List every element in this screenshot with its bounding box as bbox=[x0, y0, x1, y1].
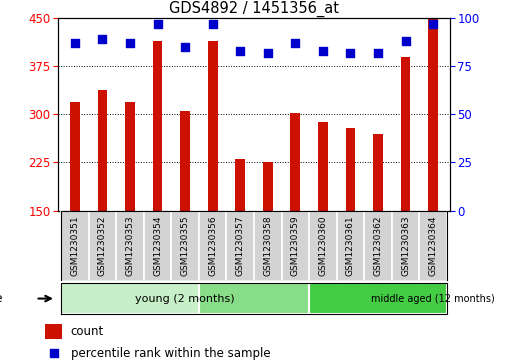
Point bbox=[319, 48, 327, 54]
Text: GSM1230358: GSM1230358 bbox=[263, 216, 272, 276]
Point bbox=[50, 351, 57, 356]
Bar bbox=[392, 211, 419, 281]
Text: GSM1230352: GSM1230352 bbox=[98, 216, 107, 276]
Bar bbox=[61, 211, 89, 281]
Bar bbox=[116, 211, 144, 281]
Bar bbox=[281, 211, 309, 281]
Text: GSM1230364: GSM1230364 bbox=[429, 216, 437, 276]
Bar bbox=[364, 211, 392, 281]
Point bbox=[346, 50, 355, 56]
Bar bbox=[309, 283, 447, 314]
Text: GSM1230356: GSM1230356 bbox=[208, 216, 217, 276]
Point bbox=[236, 48, 244, 54]
Bar bbox=[235, 159, 245, 211]
Bar bbox=[171, 211, 199, 281]
Bar bbox=[98, 90, 107, 211]
Point bbox=[374, 50, 382, 56]
Point bbox=[401, 38, 409, 44]
Text: GSM1230353: GSM1230353 bbox=[125, 216, 135, 276]
Bar bbox=[419, 211, 447, 281]
Point bbox=[71, 40, 79, 46]
Text: age: age bbox=[0, 292, 3, 305]
Text: GSM1230357: GSM1230357 bbox=[236, 216, 245, 276]
Text: GSM1230362: GSM1230362 bbox=[373, 216, 383, 276]
Bar bbox=[263, 163, 273, 211]
Text: middle aged (12 months): middle aged (12 months) bbox=[371, 294, 495, 303]
Bar bbox=[199, 283, 309, 314]
Text: GSM1230355: GSM1230355 bbox=[181, 216, 189, 276]
Text: GSM1230361: GSM1230361 bbox=[346, 216, 355, 276]
Text: GSM1230363: GSM1230363 bbox=[401, 216, 410, 276]
Bar bbox=[291, 113, 300, 211]
Title: GDS4892 / 1451356_at: GDS4892 / 1451356_at bbox=[169, 1, 339, 17]
Bar bbox=[180, 111, 190, 211]
Text: count: count bbox=[71, 325, 104, 338]
Bar bbox=[199, 211, 227, 281]
Bar bbox=[401, 57, 410, 211]
Point bbox=[99, 36, 107, 42]
Point bbox=[153, 21, 162, 27]
Point bbox=[264, 50, 272, 56]
Bar bbox=[373, 134, 383, 211]
Bar bbox=[254, 211, 281, 281]
Bar bbox=[70, 102, 80, 211]
Bar bbox=[208, 41, 217, 211]
Point bbox=[126, 40, 134, 46]
Bar bbox=[125, 102, 135, 211]
Bar bbox=[144, 211, 171, 281]
Point bbox=[291, 40, 299, 46]
Bar bbox=[309, 211, 337, 281]
Point bbox=[181, 44, 189, 50]
Point bbox=[209, 21, 217, 27]
Text: GSM1230359: GSM1230359 bbox=[291, 216, 300, 276]
Bar bbox=[428, 20, 438, 211]
Bar bbox=[318, 122, 328, 211]
Bar bbox=[153, 41, 163, 211]
Bar bbox=[45, 324, 62, 339]
Bar bbox=[345, 129, 355, 211]
Text: young (2 months): young (2 months) bbox=[135, 294, 235, 303]
Bar bbox=[61, 283, 199, 314]
Text: GSM1230354: GSM1230354 bbox=[153, 216, 162, 276]
Bar bbox=[337, 211, 364, 281]
Text: GSM1230360: GSM1230360 bbox=[319, 216, 327, 276]
Bar bbox=[89, 211, 116, 281]
Text: GSM1230351: GSM1230351 bbox=[71, 216, 79, 276]
Bar bbox=[227, 211, 254, 281]
Text: percentile rank within the sample: percentile rank within the sample bbox=[71, 347, 270, 360]
Point bbox=[429, 21, 437, 27]
